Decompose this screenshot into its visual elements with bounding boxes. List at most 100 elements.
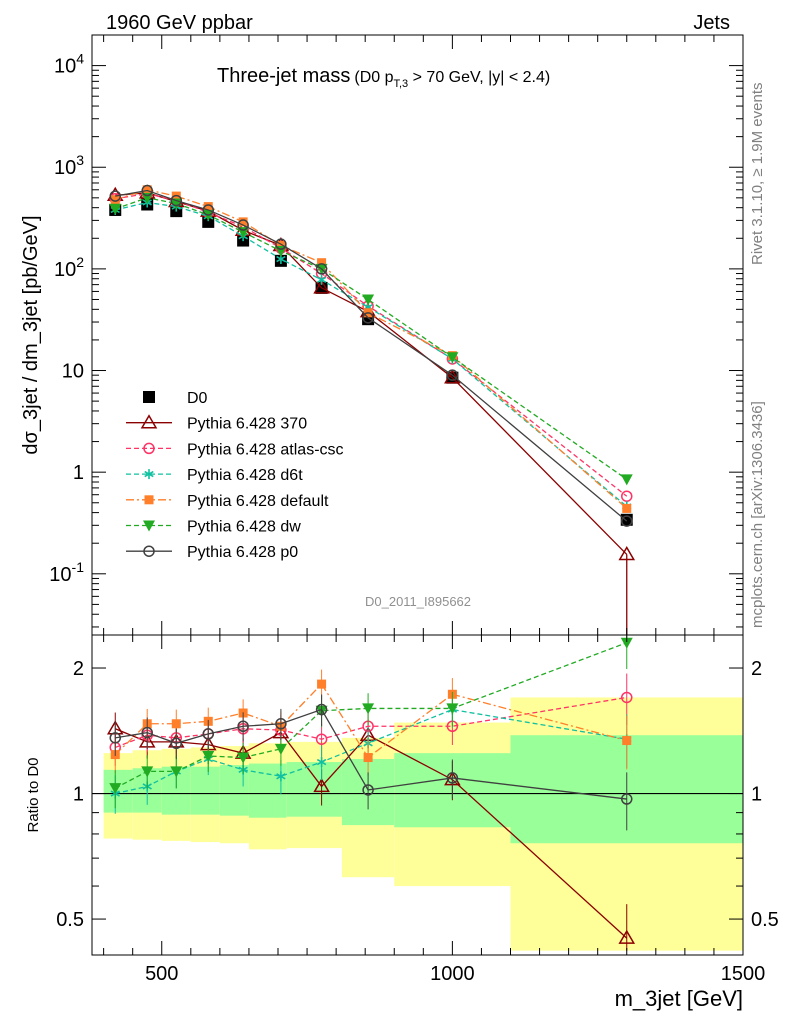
series-pythia-6-428-370: [106, 184, 636, 635]
ratio-y-tick-label: 0.5: [56, 909, 84, 931]
legend-entry: Pythia 6.428 370: [126, 414, 307, 433]
star-stroke: [276, 773, 286, 780]
ratio-y-tick-label-right: 1: [751, 784, 762, 806]
ratio-point: [315, 703, 328, 716]
legend-label: Pythia 6.428 dw: [187, 519, 301, 536]
chart-series: [106, 184, 636, 951]
series-point: [316, 274, 327, 285]
series-pythia-6-428-default: [110, 185, 632, 513]
series-point: [142, 185, 152, 195]
inner-band: [286, 762, 342, 817]
legend-label: Pythia 6.428 default: [187, 493, 329, 510]
legend-marker: [143, 545, 155, 557]
legend-label: Pythia 6.428 d6t: [187, 467, 303, 484]
ratio-point: [109, 732, 121, 744]
series-point: [141, 192, 154, 204]
legend-marker: [144, 495, 154, 505]
ratio-y-axis-label: Ratio to D0: [25, 757, 42, 832]
series-point: [317, 258, 327, 268]
legend-marker: [144, 469, 154, 480]
series-point: [362, 294, 375, 306]
ratio-line: [114, 683, 627, 759]
legend-label: Pythia 6.428 p0: [187, 544, 298, 561]
mcplots-label: mcplots.cern.ch [arXiv:1306.3436]: [749, 401, 766, 628]
series-point: [203, 202, 213, 212]
series-point: [109, 190, 121, 202]
legend-entry: Pythia 6.428 default: [126, 493, 329, 510]
legend-entry: Pythia 6.428 atlas-csc: [126, 441, 344, 458]
rivet-label: Rivet 3.1.10, ≥ 1.9M events: [749, 83, 766, 266]
ratio-point: [363, 753, 373, 763]
series-point: [621, 515, 633, 527]
series-point: [276, 240, 286, 250]
ratio-line: [115, 708, 627, 800]
ratio-point: [170, 737, 183, 750]
series-point: [313, 279, 330, 294]
ratio-point: [276, 771, 286, 782]
ratio-point: [202, 751, 215, 763]
ratio-line: [115, 728, 628, 939]
y-tick-label: 1: [73, 462, 84, 484]
series-point: [238, 217, 248, 227]
star-stroke: [144, 470, 154, 478]
series-point: [237, 219, 249, 231]
legend-entry: Pythia 6.428 d6t: [126, 467, 303, 484]
ratio-point: [362, 784, 374, 796]
series-line: [115, 201, 628, 507]
series-point: [362, 312, 374, 324]
series-point: [621, 490, 633, 502]
x-tick-label: 1500: [721, 963, 766, 985]
ratio-point: [316, 757, 327, 768]
ratio-y-tick-label-right: 2: [751, 658, 762, 680]
ratio-uncertainty-bands: [103, 697, 743, 951]
series-line: [115, 189, 628, 509]
chart-title: Three-jet mass (D0 pT,3 > 70 GeV, |y| < 2…: [217, 65, 550, 90]
y-tick-label: 104: [54, 51, 84, 78]
ratio-point: [274, 743, 287, 755]
ratio-point: [141, 726, 153, 739]
y-axis-label: dσ_3jet / dm_3jet [pb/GeV]: [20, 215, 42, 454]
ratio-point: [362, 703, 375, 715]
legend-label: D0: [187, 390, 208, 407]
x-tick-label: 500: [145, 963, 178, 985]
ratio-point: [237, 752, 250, 764]
series-point: [446, 352, 459, 364]
ratio-y-tick-label-right: 0.5: [751, 909, 779, 931]
y-tick-label: 103: [54, 152, 84, 179]
legend-entry: D0: [143, 390, 208, 407]
series-point: [315, 263, 328, 275]
ratio-series-pythia-6-428-p0: [109, 694, 633, 831]
ratio-point: [446, 703, 459, 715]
ratio-point: [618, 929, 636, 944]
ratio-point: [109, 783, 122, 795]
legend: D0 Pythia 6.428 370 Pythia 6.428 atlas-csc…: [126, 390, 344, 561]
series-pythia-6-428-p0: [109, 184, 633, 527]
ratio-point: [446, 772, 459, 784]
series-point: [446, 369, 459, 381]
legend-marker: [140, 414, 158, 429]
series-point: [444, 369, 461, 384]
y-tick-label: 10-1: [49, 559, 84, 586]
header-right: Jets: [693, 12, 730, 34]
inner-band: [190, 766, 220, 815]
series-line: [115, 189, 628, 522]
ratio-line: [114, 642, 627, 789]
ratio-point: [317, 679, 327, 689]
ratio-y-tick-label: 2: [73, 658, 84, 680]
legend-marker: [143, 520, 155, 532]
star-stroke: [316, 758, 327, 766]
series-point: [141, 184, 153, 197]
ratio-point: [621, 793, 633, 805]
ratio-series-pythia-6-428-dw: [109, 635, 633, 809]
series-point: [275, 238, 287, 250]
ratio-point: [315, 733, 328, 745]
series-point: [110, 195, 120, 205]
star-stroke: [276, 255, 286, 263]
series-line: [115, 197, 628, 480]
star-stroke: [316, 276, 327, 284]
legend-label: Pythia 6.428 370: [187, 416, 307, 433]
y-tick-label: 10: [62, 361, 84, 383]
x-axis-label: m_3jet [GeV]: [615, 986, 743, 1011]
ratio-plot-frame: [91, 634, 744, 956]
